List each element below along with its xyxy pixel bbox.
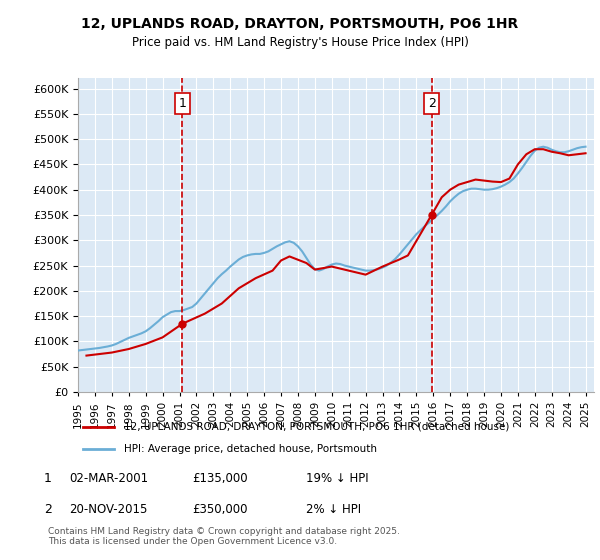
Text: HPI: Average price, detached house, Portsmouth: HPI: Average price, detached house, Port…: [124, 445, 377, 454]
Text: 2: 2: [428, 97, 436, 110]
Text: £135,000: £135,000: [192, 472, 248, 486]
Text: 12, UPLANDS ROAD, DRAYTON, PORTSMOUTH, PO6 1HR: 12, UPLANDS ROAD, DRAYTON, PORTSMOUTH, P…: [82, 17, 518, 31]
Text: 02-MAR-2001: 02-MAR-2001: [69, 472, 148, 486]
Text: £350,000: £350,000: [192, 503, 248, 516]
Text: 2% ↓ HPI: 2% ↓ HPI: [306, 503, 361, 516]
Text: Price paid vs. HM Land Registry's House Price Index (HPI): Price paid vs. HM Land Registry's House …: [131, 36, 469, 49]
Text: 20-NOV-2015: 20-NOV-2015: [69, 503, 148, 516]
Text: 19% ↓ HPI: 19% ↓ HPI: [306, 472, 368, 486]
Text: 1: 1: [44, 472, 52, 485]
Text: 12, UPLANDS ROAD, DRAYTON, PORTSMOUTH, PO6 1HR (detached house): 12, UPLANDS ROAD, DRAYTON, PORTSMOUTH, P…: [124, 422, 510, 432]
Text: 2: 2: [44, 502, 52, 516]
Text: 1: 1: [178, 97, 187, 110]
Text: Contains HM Land Registry data © Crown copyright and database right 2025.
This d: Contains HM Land Registry data © Crown c…: [48, 526, 400, 546]
